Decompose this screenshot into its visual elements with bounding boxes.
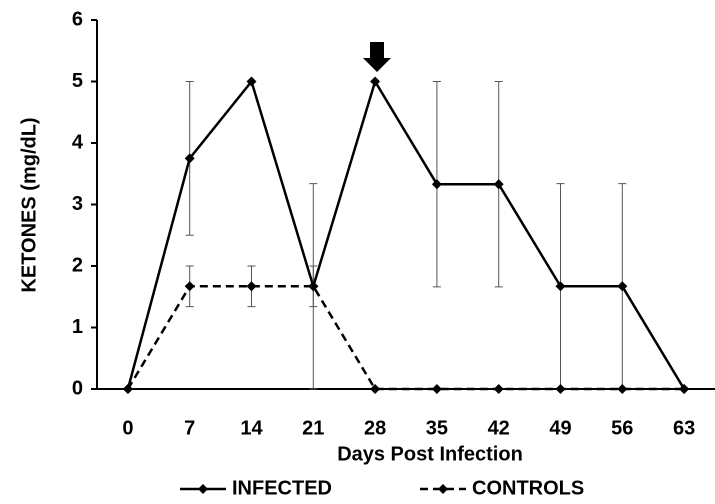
x-tick-label: 35 bbox=[426, 417, 448, 439]
data-point bbox=[370, 384, 381, 394]
y-tick-label: 0 bbox=[72, 377, 83, 399]
x-tick-label: 49 bbox=[549, 417, 571, 439]
x-tick-label: 56 bbox=[611, 417, 633, 439]
x-tick-label: 42 bbox=[488, 417, 510, 439]
arrow-annotation bbox=[363, 42, 391, 72]
x-tick-label: 14 bbox=[240, 417, 263, 439]
legend-label: INFECTED bbox=[232, 477, 332, 499]
data-point bbox=[246, 76, 257, 87]
data-point bbox=[431, 384, 442, 394]
x-axis-label: Days Post Infection bbox=[337, 443, 523, 465]
y-axis-label: KETONES (mg/dL) bbox=[18, 117, 40, 292]
data-point bbox=[555, 281, 566, 292]
y-tick-label: 1 bbox=[72, 316, 83, 338]
data-point bbox=[555, 384, 566, 394]
y-tick-label: 3 bbox=[72, 193, 83, 215]
data-point bbox=[184, 281, 195, 292]
data-point bbox=[370, 76, 381, 87]
data-point bbox=[493, 179, 504, 190]
y-tick-label: 4 bbox=[72, 131, 84, 153]
x-tick-label: 21 bbox=[302, 417, 324, 439]
legend-label: CONTROLS bbox=[472, 477, 584, 499]
data-point bbox=[246, 281, 257, 292]
data-point bbox=[617, 384, 628, 394]
y-tick-label: 6 bbox=[72, 8, 83, 30]
x-tick-label: 7 bbox=[184, 417, 195, 439]
data-point bbox=[184, 153, 195, 164]
series-line bbox=[126, 285, 685, 391]
data-point bbox=[679, 384, 690, 394]
series-line bbox=[126, 78, 686, 390]
y-tick-label: 5 bbox=[72, 70, 83, 92]
legend-marker bbox=[438, 484, 448, 494]
data-point bbox=[617, 281, 628, 292]
y-tick-label: 2 bbox=[72, 254, 83, 276]
x-tick-label: 28 bbox=[364, 417, 386, 439]
data-point bbox=[308, 281, 319, 292]
legend-marker bbox=[198, 484, 208, 494]
data-point bbox=[122, 384, 133, 394]
data-point bbox=[431, 179, 442, 190]
x-tick-label: 0 bbox=[122, 417, 133, 439]
data-point bbox=[493, 384, 504, 394]
x-tick-label: 63 bbox=[673, 417, 695, 439]
